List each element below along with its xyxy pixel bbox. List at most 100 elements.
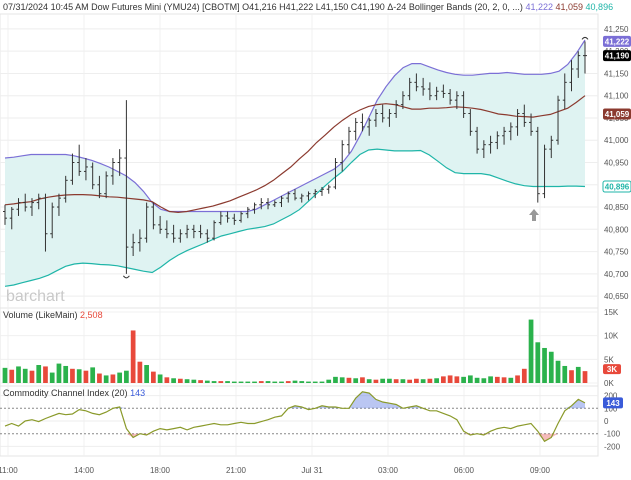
- volume-bar: [420, 379, 426, 383]
- volume-bar: [83, 370, 89, 383]
- price-bar: [400, 91, 405, 110]
- volume-bar: [366, 379, 372, 383]
- price-bar: [394, 100, 399, 118]
- price-bar: [144, 202, 149, 243]
- price-bar: [502, 126, 507, 145]
- cci-layer: [4, 391, 586, 443]
- time-tick-label: 03:00: [378, 466, 399, 475]
- volume-bar: [49, 372, 55, 383]
- price-bar: [70, 153, 75, 185]
- price-bar: [50, 202, 55, 239]
- price-bar: [319, 186, 324, 196]
- price-bar: [293, 189, 297, 201]
- volume-bar: [211, 381, 217, 383]
- price-bar: [468, 109, 473, 136]
- chart-header: 07/31/2024 10:45 AM Dow Futures Mini (YM…: [3, 2, 613, 12]
- price-bar: [178, 229, 183, 243]
- price-bar: [272, 200, 277, 208]
- volume-bar: [474, 377, 480, 383]
- tag-close: 41,190: [603, 50, 631, 62]
- volume-bar: [528, 319, 534, 383]
- time-tick-label: 21:00: [226, 466, 247, 475]
- volume-bar: [292, 380, 298, 383]
- cci-tick-label: -100: [604, 430, 621, 439]
- price-bar: [434, 86, 439, 101]
- volume-bar: [285, 381, 291, 383]
- time-tick-label: 18:00: [150, 466, 171, 475]
- volume-bar: [326, 379, 332, 383]
- volume-bar: [258, 381, 264, 383]
- price-bar: [488, 135, 493, 154]
- volume-bar: [515, 375, 520, 383]
- volume-bar: [393, 379, 399, 383]
- volume-bar: [204, 380, 210, 383]
- cci-tick-label: 200: [604, 392, 618, 401]
- volume-bar: [373, 379, 379, 383]
- price-bar: [515, 109, 520, 136]
- price-bar: [16, 198, 21, 216]
- volume-layer: [2, 319, 588, 383]
- price-bar: [549, 135, 554, 159]
- price-bar: [326, 184, 331, 194]
- svg-text:41,059: 41,059: [605, 110, 630, 119]
- volume-bar: [198, 380, 203, 383]
- volume-bar: [488, 376, 493, 383]
- volume-bar: [184, 379, 190, 383]
- tag-volume: 3K: [603, 364, 621, 375]
- volume-bar: [441, 376, 446, 383]
- price-bar: [23, 193, 28, 212]
- volume-bar: [9, 369, 15, 383]
- cci-title: Commodity Channel Index (20) 143: [3, 388, 145, 398]
- price-bar: [212, 220, 217, 241]
- volume-bar: [562, 365, 568, 383]
- volume-bar: [535, 342, 541, 383]
- volume-bar: [90, 367, 96, 383]
- price-bar: [266, 198, 271, 210]
- upper-band-line: [4, 39, 586, 213]
- price-tick-label: 40,700: [604, 270, 629, 279]
- svg-text:3K: 3K: [607, 365, 617, 374]
- barchart-logo: barchart: [6, 288, 65, 305]
- volume-bar: [130, 330, 136, 383]
- volume-bar: [177, 378, 183, 383]
- volume-bar: [63, 365, 69, 383]
- volume-bar: [575, 366, 581, 383]
- price-bar: [461, 91, 466, 118]
- price-bar: [185, 224, 190, 239]
- svg-text:40,896: 40,896: [605, 183, 630, 192]
- price-bar: [414, 73, 419, 92]
- volume-bar: [22, 368, 28, 383]
- volume-bar: [346, 377, 352, 383]
- volume-bar: [400, 379, 406, 383]
- price-bar: [279, 195, 284, 208]
- price-bar: [522, 104, 527, 127]
- volume-bar: [171, 378, 176, 383]
- price-bar: [495, 131, 500, 150]
- price-bar: [198, 224, 203, 239]
- volume-bar: [238, 381, 244, 383]
- volume-bar: [144, 365, 149, 383]
- price-bar: [104, 171, 109, 199]
- price-bar: [9, 207, 14, 230]
- volume-bar: [2, 367, 8, 383]
- price-bar: [454, 91, 459, 110]
- price-bar: [110, 158, 115, 185]
- volume-bar: [76, 369, 82, 383]
- volume-tick-label: 15K: [604, 308, 619, 317]
- volume-bar: [306, 381, 311, 383]
- volume-bar: [103, 375, 109, 383]
- cci-tick-label: -200: [604, 442, 621, 451]
- volume-bar: [333, 376, 338, 383]
- volume-bar: [461, 376, 466, 383]
- volume-bar: [501, 377, 507, 383]
- price-bar: [286, 191, 291, 203]
- volume-bar: [555, 360, 561, 383]
- volume-bar: [582, 371, 588, 383]
- price-bar: [171, 224, 176, 243]
- volume-bar: [414, 378, 419, 383]
- close-tag-label: 41,190: [605, 52, 630, 61]
- cci-oversold-fill: [5, 433, 585, 442]
- volume-bar: [467, 375, 473, 383]
- volume-bar: [353, 378, 359, 383]
